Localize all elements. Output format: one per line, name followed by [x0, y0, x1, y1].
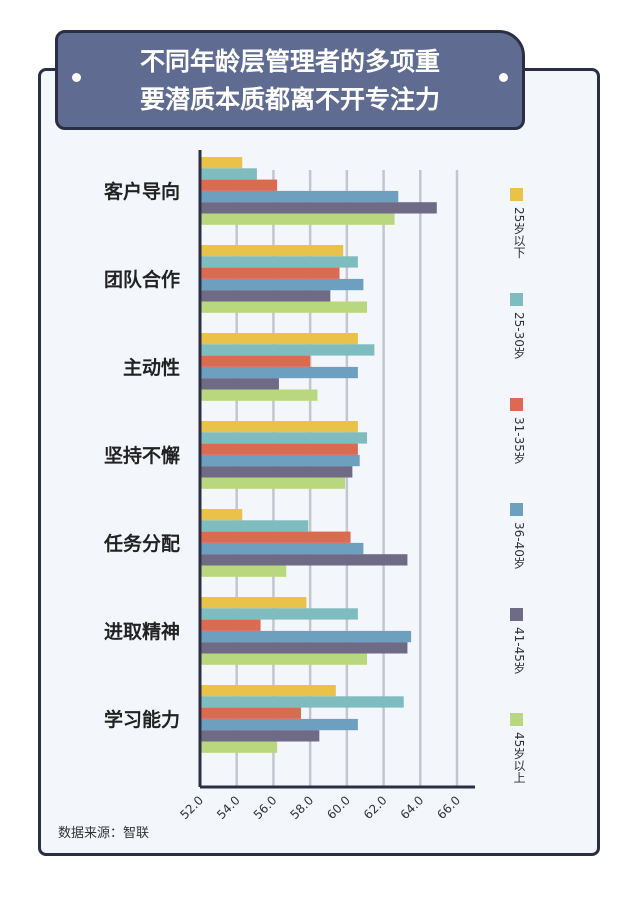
- legend-item: 45岁以上: [510, 713, 528, 783]
- bar: [200, 256, 358, 268]
- bar: [200, 202, 437, 214]
- bar: [200, 245, 344, 257]
- bar: [200, 290, 331, 302]
- bar: [200, 718, 358, 731]
- bar: [200, 389, 318, 401]
- legend-swatch: [510, 713, 523, 726]
- bar: [200, 267, 340, 279]
- bar: [200, 509, 243, 521]
- bar: [200, 432, 368, 444]
- x-tick-label: 58.0: [287, 793, 316, 822]
- x-tick-label: 64.0: [398, 793, 427, 822]
- legend-swatch: [510, 188, 523, 201]
- bar: [200, 213, 395, 225]
- x-tick-label: 52.0: [177, 793, 206, 822]
- category-label: 学习能力: [103, 709, 180, 731]
- bar: [200, 301, 368, 313]
- bar: [200, 278, 364, 291]
- bar: [200, 685, 336, 697]
- bar: [200, 443, 358, 455]
- bar: [200, 333, 358, 345]
- bar: [200, 344, 375, 356]
- bar: [200, 520, 309, 532]
- legend-swatch: [510, 608, 523, 621]
- category-label: 进取精神: [103, 621, 180, 643]
- bar: [200, 168, 257, 180]
- legend-label: 45岁以上: [512, 732, 526, 784]
- x-tick-label: 66.0: [434, 793, 463, 822]
- bar: [200, 630, 412, 643]
- bar: [200, 653, 368, 665]
- legend-label: 25-30岁: [512, 312, 526, 359]
- bar: [200, 608, 358, 620]
- chart-title-line-1: 不同年龄层管理者的多项重: [139, 47, 440, 76]
- bar: [200, 642, 408, 654]
- bar: [200, 366, 358, 379]
- legend-label: 25岁以下: [512, 207, 526, 259]
- x-tick-label: 60.0: [324, 793, 353, 822]
- chart-title-line-2: 要潜质本质都离不开专注力: [139, 85, 440, 114]
- dot-icon: [499, 73, 508, 82]
- legend-item: 31-35岁: [510, 398, 528, 464]
- legend-swatch: [510, 503, 523, 516]
- bar: [200, 531, 351, 543]
- title-banner: 不同年龄层管理者的多项重 要潜质本质都离不开专注力: [55, 30, 525, 130]
- bar: [200, 466, 353, 478]
- legend-swatch: [510, 398, 523, 411]
- legend-item: 25岁以下: [510, 188, 528, 258]
- category-label: 团队合作: [103, 269, 180, 291]
- bar: [200, 421, 358, 433]
- legend-swatch: [510, 293, 523, 306]
- bar: [200, 179, 278, 191]
- category-label: 主动性: [122, 357, 180, 379]
- category-label: 客户导向: [103, 181, 180, 203]
- bar: [200, 157, 243, 169]
- dot-icon: [72, 73, 81, 82]
- bar: [200, 730, 320, 742]
- bar: [200, 619, 261, 631]
- bar: [200, 542, 364, 555]
- bar: [200, 696, 404, 708]
- x-tick-label: 54.0: [214, 793, 243, 822]
- legend-item: 36-40岁: [510, 503, 528, 569]
- bar: [200, 454, 360, 467]
- bar: [200, 707, 301, 719]
- bar: [200, 190, 399, 203]
- legend-label: 36-40岁: [512, 522, 526, 569]
- x-tick-label: 62.0: [361, 793, 390, 822]
- x-tick-label: 56.0: [251, 793, 280, 822]
- bar: [200, 741, 278, 753]
- category-label: 坚持不懈: [103, 445, 180, 467]
- bar: [200, 565, 287, 577]
- bar: [200, 554, 408, 566]
- legend-label: 41-45岁: [512, 627, 526, 674]
- legend-item: 41-45岁: [510, 608, 528, 674]
- source-note: 数据来源：智联: [58, 826, 150, 841]
- bar: [200, 477, 346, 489]
- bar: [200, 597, 307, 609]
- legend-item: 25-30岁: [510, 293, 528, 359]
- bar: [200, 378, 279, 390]
- bar: [200, 355, 311, 367]
- category-label: 任务分配: [103, 533, 180, 555]
- legend-label: 31-35岁: [512, 417, 526, 464]
